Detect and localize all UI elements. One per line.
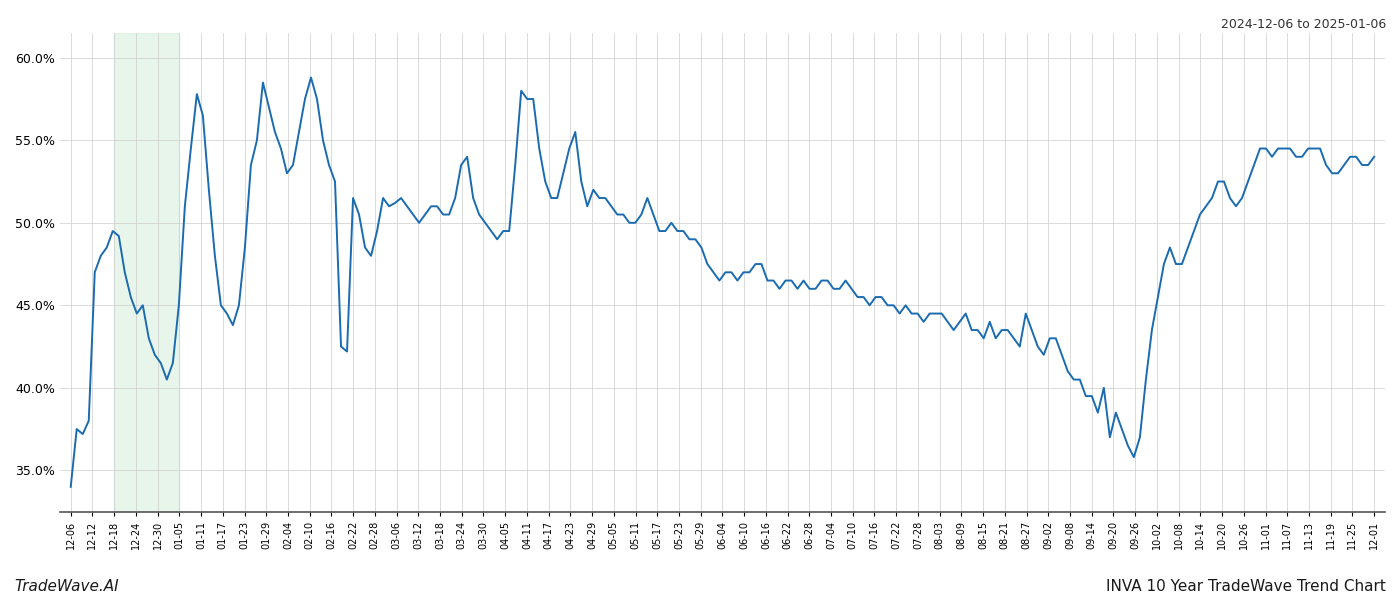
Bar bbox=[115, 33, 179, 512]
Text: INVA 10 Year TradeWave Trend Chart: INVA 10 Year TradeWave Trend Chart bbox=[1106, 579, 1386, 594]
Text: 2024-12-06 to 2025-01-06: 2024-12-06 to 2025-01-06 bbox=[1221, 18, 1386, 31]
Text: TradeWave.AI: TradeWave.AI bbox=[14, 579, 119, 594]
